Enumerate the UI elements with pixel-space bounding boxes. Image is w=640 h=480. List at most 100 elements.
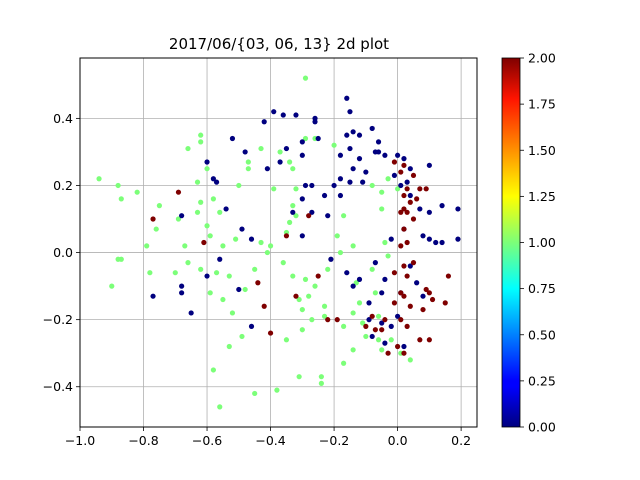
data-point bbox=[414, 280, 420, 286]
data-point bbox=[255, 280, 261, 286]
colorbar-tick-label: 0.25 bbox=[528, 373, 556, 388]
data-point bbox=[417, 206, 423, 212]
data-point bbox=[293, 186, 299, 192]
data-point bbox=[182, 243, 188, 249]
data-point bbox=[410, 216, 417, 222]
data-point bbox=[293, 213, 299, 219]
data-point bbox=[287, 219, 293, 225]
data-point bbox=[236, 286, 242, 293]
data-point bbox=[299, 327, 305, 333]
data-point bbox=[410, 172, 417, 179]
y-tick-label: −0.4 bbox=[43, 379, 73, 394]
data-point bbox=[401, 343, 407, 350]
data-point bbox=[226, 343, 232, 350]
data-point bbox=[245, 166, 251, 172]
data-point bbox=[258, 239, 264, 246]
data-point bbox=[213, 270, 220, 276]
colorbar-tick-label: 0.75 bbox=[528, 281, 556, 296]
data-point bbox=[391, 270, 398, 276]
data-point bbox=[302, 276, 309, 282]
data-point bbox=[426, 209, 432, 215]
data-point bbox=[331, 142, 337, 148]
data-point bbox=[194, 179, 201, 185]
data-point bbox=[382, 317, 388, 323]
data-point bbox=[217, 256, 223, 262]
data-point bbox=[261, 303, 267, 309]
data-point bbox=[321, 313, 328, 319]
data-point bbox=[306, 293, 312, 299]
data-point bbox=[395, 186, 401, 192]
data-point bbox=[229, 310, 236, 316]
data-point bbox=[379, 320, 385, 326]
data-point bbox=[385, 253, 391, 259]
data-point bbox=[363, 333, 369, 340]
x-tick-label: −0.8 bbox=[128, 433, 158, 448]
data-point bbox=[309, 317, 315, 323]
data-point bbox=[185, 145, 191, 152]
data-point bbox=[337, 176, 344, 182]
data-point bbox=[287, 159, 293, 165]
data-point bbox=[150, 216, 156, 222]
data-point bbox=[175, 189, 182, 195]
data-point bbox=[153, 226, 159, 232]
data-point bbox=[258, 145, 264, 152]
data-point bbox=[363, 169, 369, 175]
data-point bbox=[296, 296, 302, 303]
data-point bbox=[363, 323, 369, 329]
data-point bbox=[369, 182, 375, 189]
plot-frame bbox=[79, 57, 478, 428]
data-point bbox=[267, 243, 274, 249]
data-point bbox=[252, 266, 258, 272]
data-point bbox=[150, 293, 156, 299]
data-point bbox=[350, 347, 356, 353]
data-point bbox=[290, 166, 296, 172]
data-point bbox=[350, 129, 356, 135]
data-point bbox=[426, 236, 432, 242]
data-point bbox=[334, 317, 340, 323]
data-point bbox=[204, 166, 210, 172]
data-point bbox=[379, 206, 385, 212]
data-point bbox=[344, 95, 350, 101]
data-point bbox=[350, 310, 356, 316]
data-point bbox=[350, 243, 356, 249]
data-point bbox=[347, 145, 353, 152]
data-point bbox=[293, 293, 299, 299]
data-point bbox=[299, 152, 305, 158]
data-point bbox=[433, 239, 439, 246]
data-point bbox=[236, 182, 242, 189]
data-point bbox=[293, 112, 299, 118]
data-point bbox=[401, 350, 407, 356]
y-tick-label: 0.4 bbox=[53, 111, 73, 126]
data-point bbox=[388, 236, 394, 242]
data-point bbox=[239, 333, 245, 340]
data-point bbox=[401, 162, 407, 168]
data-point bbox=[198, 139, 204, 145]
data-point bbox=[382, 152, 388, 158]
data-point bbox=[175, 216, 182, 222]
colorbar-tick-label: 1.00 bbox=[528, 235, 556, 250]
data-point bbox=[353, 280, 359, 286]
data-point bbox=[283, 145, 290, 152]
data-point bbox=[442, 300, 448, 306]
data-point bbox=[315, 135, 321, 142]
data-point bbox=[331, 182, 337, 189]
data-point bbox=[309, 209, 315, 215]
data-point bbox=[204, 223, 210, 229]
data-point bbox=[356, 132, 363, 138]
data-point bbox=[309, 182, 315, 189]
data-point bbox=[398, 317, 404, 323]
data-point bbox=[239, 226, 245, 232]
data-point bbox=[404, 273, 410, 279]
data-point bbox=[344, 270, 350, 276]
data-point bbox=[261, 119, 267, 125]
data-point bbox=[423, 286, 429, 293]
data-point bbox=[404, 323, 410, 329]
data-point bbox=[398, 182, 404, 189]
data-point bbox=[233, 236, 239, 242]
data-point bbox=[375, 149, 382, 155]
data-point bbox=[423, 186, 429, 192]
data-point bbox=[204, 273, 210, 279]
data-point bbox=[375, 313, 382, 319]
data-point bbox=[118, 196, 124, 202]
data-point bbox=[385, 350, 391, 356]
